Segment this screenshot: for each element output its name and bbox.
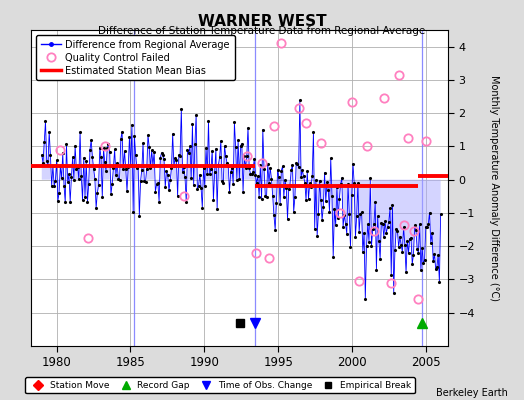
Legend: Station Move, Record Gap, Time of Obs. Change, Empirical Break: Station Move, Record Gap, Time of Obs. C… [26, 377, 415, 394]
Text: Difference of Station Temperature Data from Regional Average: Difference of Station Temperature Data f… [99, 26, 425, 36]
Legend: Difference from Regional Average, Quality Control Failed, Estimated Station Mean: Difference from Regional Average, Qualit… [36, 35, 235, 80]
Text: WARNER WEST: WARNER WEST [198, 14, 326, 29]
Y-axis label: Monthly Temperature Anomaly Difference (°C): Monthly Temperature Anomaly Difference (… [489, 75, 499, 301]
Text: Berkeley Earth: Berkeley Earth [436, 388, 508, 398]
